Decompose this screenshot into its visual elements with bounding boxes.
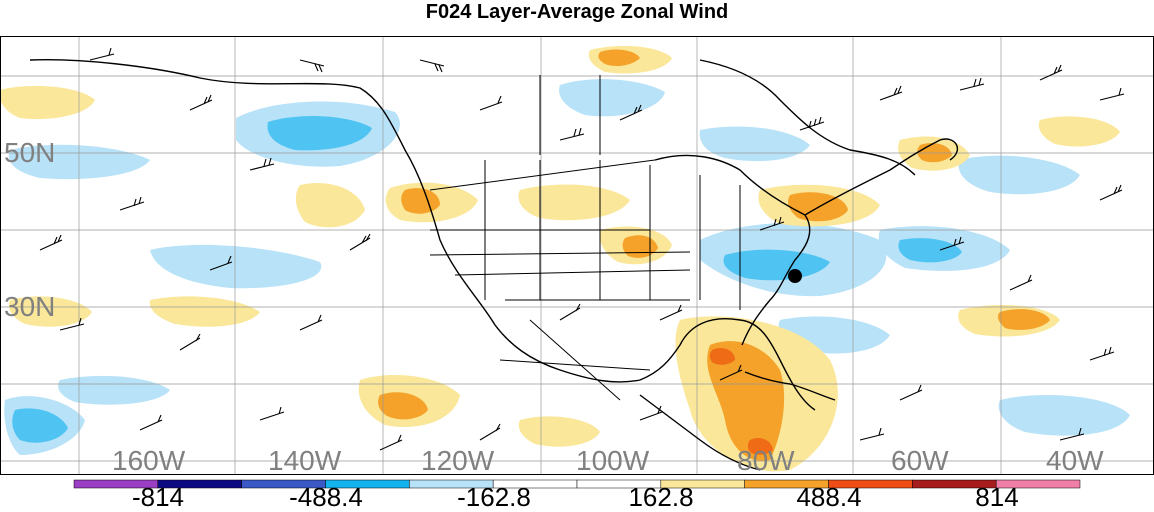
lat-label-30n: 30N: [4, 291, 56, 322]
wind-barbs: [39, 47, 1125, 451]
lat-label-50n: 50N: [4, 137, 56, 168]
colorbar-label: -488.4: [289, 482, 363, 512]
lon-label-80w: 80W: [737, 445, 795, 476]
lon-label-60w: 60W: [891, 445, 949, 476]
map-title: F024 Layer-Average Zonal Wind: [425, 1, 729, 23]
colorbar-label: 162.8: [628, 482, 694, 512]
colorbar: [73, 479, 1081, 489]
colorbar-label: -814: [131, 482, 185, 512]
coastlines: [29, 59, 959, 471]
lon-label-100w: 100W: [576, 445, 650, 476]
location-marker: [788, 269, 802, 283]
colorbar-segment: [995, 479, 1081, 489]
state-borders: [429, 75, 741, 401]
lon-label-120w: 120W: [421, 445, 495, 476]
lon-label-160w: 160W: [112, 445, 186, 476]
colorbar-label: -162.8: [457, 482, 531, 512]
colorbar-label: 814: [975, 482, 1019, 512]
lat-lon-grid: [0, 36, 1154, 474]
wind-shading: [0, 45, 1130, 472]
lon-label-40w: 40W: [1046, 445, 1104, 476]
colorbar-label: 488.4: [796, 482, 862, 512]
lon-label-140w: 140W: [268, 445, 342, 476]
